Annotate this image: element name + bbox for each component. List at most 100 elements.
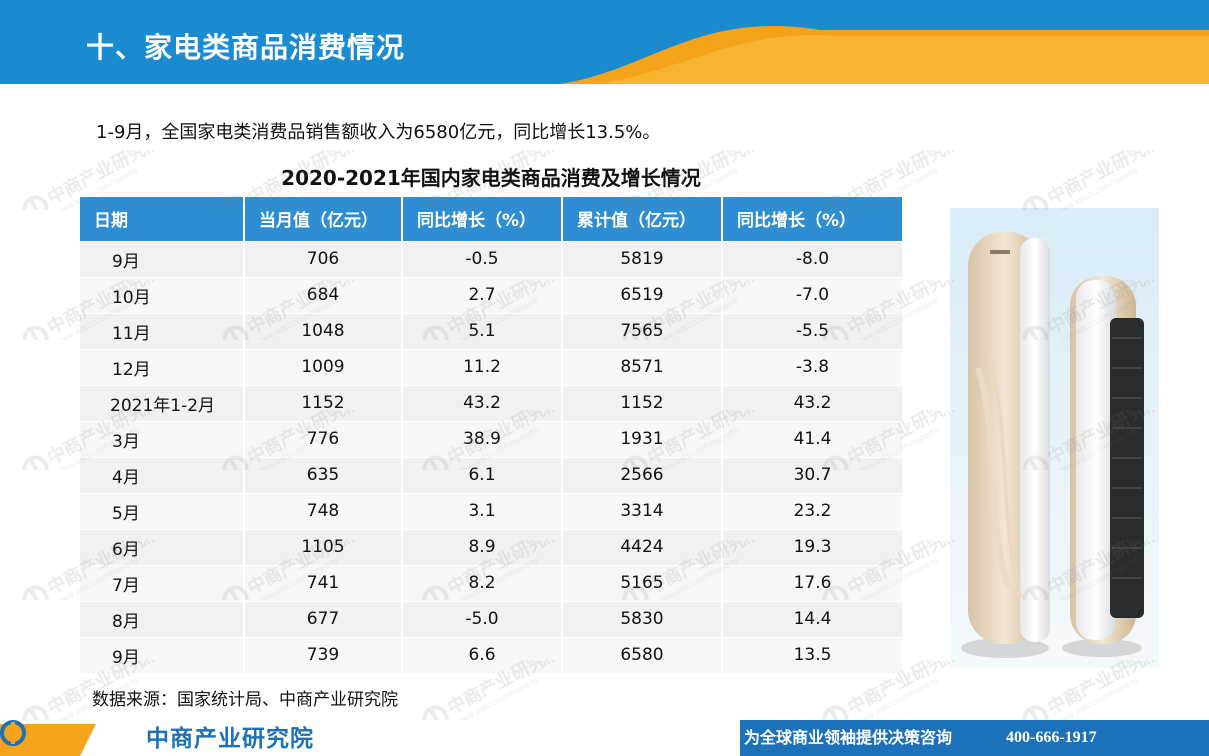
table-row: 4月 635 6.1 2566 30.7 [80,456,902,493]
cell-cumulative-growth: 43.2 [722,384,902,421]
page-title: 十、家电类商品消费情况 [86,31,406,64]
cell-monthly-value: 635 [244,456,403,493]
data-source: 数据来源：国家统计局、中商产业研究院 [92,690,398,710]
cell-date: 9月 [80,240,245,277]
cell-cumulative-value: 8571 [562,348,723,385]
footer-background [0,720,1209,756]
summary-text: 1-9月，全国家电类消费品销售额收入为6580亿元，同比增长13.5%。 [96,122,661,143]
cell-monthly-growth: -5.0 [402,600,563,637]
cell-cumulative-growth: 14.4 [722,600,902,637]
cell-cumulative-growth: -8.0 [722,240,902,277]
column-header-date: 日期 [80,197,245,241]
air-conditioner-photo [950,208,1159,668]
cell-monthly-value: 741 [244,564,403,601]
svg-text:中商产业研究院: 中商产业研究院 [1044,660,1160,719]
cell-cumulative-value: 1152 [562,384,723,421]
cell-monthly-value: 1152 [244,384,403,421]
cell-monthly-value: 1009 [244,348,403,385]
cell-monthly-growth: 6.6 [402,636,563,673]
cell-monthly-growth: 8.9 [402,528,563,565]
cell-date: 6月 [80,528,245,565]
consumption-table: 日期 当月值（亿元） 同比增长（%） 累计值（亿元） 同比增长（%） 9月 706… [80,197,902,673]
cell-cumulative-value: 7565 [562,312,723,349]
svg-text:www.askci.com/reports: www.askci.com/reports [854,675,940,720]
cell-cumulative-growth: 17.6 [722,564,902,601]
cell-monthly-value: 684 [244,276,403,313]
cell-monthly-value: 1048 [244,312,403,349]
column-header-monthly-value: 当月值（亿元） [244,197,403,241]
cell-monthly-growth: 8.2 [402,564,563,601]
footer-bar: 中商产业研究院 为全球商业领袖提供决策咨询 400-666-1917 [0,720,1209,756]
table-row: 3月 776 38.9 1931 41.4 [80,420,902,457]
header-banner: 十、家电类商品消费情况 [0,0,1209,84]
cell-cumulative-value: 5830 [562,600,723,637]
cell-cumulative-value: 3314 [562,492,723,529]
cell-monthly-growth: -0.5 [402,240,563,277]
cell-monthly-growth: 3.1 [402,492,563,529]
header-background [0,0,1209,84]
cell-cumulative-growth: 13.5 [722,636,902,673]
table-header-row: 日期 当月值（亿元） 同比增长（%） 累计值（亿元） 同比增长（%） [80,197,902,241]
column-header-cumulative-value: 累计值（亿元） [562,197,723,241]
column-header-cumulative-growth: 同比增长（%） [722,197,902,241]
cell-monthly-value: 677 [244,600,403,637]
cell-monthly-value: 1105 [244,528,403,565]
cell-date: 3月 [80,420,245,457]
svg-text:www.askci.com/reports: www.askci.com/reports [1054,675,1140,720]
cell-monthly-value: 739 [244,636,403,673]
cell-cumulative-growth: -5.5 [722,312,902,349]
cell-cumulative-growth: 23.2 [722,492,902,529]
cell-date: 8月 [80,600,245,637]
cell-cumulative-growth: -7.0 [722,276,902,313]
cell-cumulative-value: 5165 [562,564,723,601]
cell-cumulative-growth: -3.8 [722,348,902,385]
cell-cumulative-value: 6580 [562,636,723,673]
table-row: 8月 677 -5.0 5830 14.4 [80,600,902,637]
cell-monthly-growth: 38.9 [402,420,563,457]
svg-text:中商产业研究院: 中商产业研究院 [1044,150,1160,209]
cell-cumulative-growth: 41.4 [722,420,902,457]
cell-monthly-growth: 43.2 [402,384,563,421]
table-row: 10月 684 2.7 6519 -7.0 [80,276,902,313]
cell-monthly-value: 706 [244,240,403,277]
cell-date: 11月 [80,312,245,349]
cell-monthly-growth: 11.2 [402,348,563,385]
cell-date: 10月 [80,276,245,313]
cell-date: 9月 [80,636,245,673]
cell-date: 5月 [80,492,245,529]
cell-cumulative-growth: 19.3 [722,528,902,565]
table-row: 12月 1009 11.2 8571 -3.8 [80,348,902,385]
cell-cumulative-value: 6519 [562,276,723,313]
cell-date: 12月 [80,348,245,385]
svg-text:www.askci.com/reports: www.askci.com/reports [454,675,540,720]
cell-monthly-value: 748 [244,492,403,529]
company-logo-icon [0,720,26,746]
cell-date: 7月 [80,564,245,601]
table-row: 9月 706 -0.5 5819 -8.0 [80,240,902,277]
table-title: 2020-2021年国内家电类商品消费及增长情况 [281,166,701,190]
table-row: 9月 739 6.6 6580 13.5 [80,636,902,673]
svg-text:www.askci.com/reports: www.askci.com/reports [1054,165,1140,210]
cell-monthly-value: 776 [244,420,403,457]
cell-cumulative-value: 4424 [562,528,723,565]
cell-monthly-growth: 2.7 [402,276,563,313]
table-row: 6月 1105 8.9 4424 19.3 [80,528,902,565]
cell-cumulative-value: 2566 [562,456,723,493]
table-row: 5月 748 3.1 3314 23.2 [80,492,902,529]
cell-cumulative-value: 1931 [562,420,723,457]
footer-slogan: 为全球商业领袖提供决策咨询 [744,728,953,747]
cell-cumulative-value: 5819 [562,240,723,277]
cell-date: 4月 [80,456,245,493]
cell-monthly-growth: 5.1 [402,312,563,349]
table-body: 9月 706 -0.5 5819 -8.0 10月 684 2.7 6519 -7.0 11月 104… [80,240,902,673]
column-header-monthly-growth: 同比增长（%） [402,197,563,241]
footer-phone: 400-666-1917 [1006,729,1097,746]
table-row: 2021年1-2月 1152 43.2 1152 43.2 [80,384,902,421]
company-logo-text: 中商产业研究院 [146,726,314,752]
cell-monthly-growth: 6.1 [402,456,563,493]
cell-date: 2021年1-2月 [80,384,245,421]
cell-cumulative-growth: 30.7 [722,456,902,493]
table-row: 11月 1048 5.1 7565 -5.5 [80,312,902,349]
